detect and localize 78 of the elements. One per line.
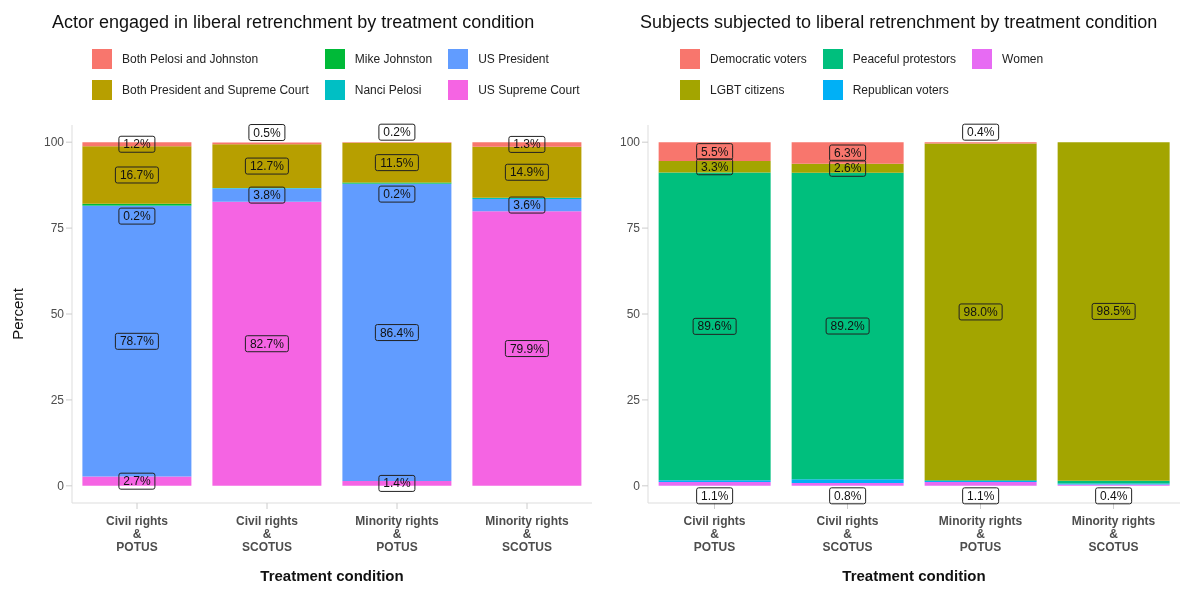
data-label: 0.2% <box>383 187 411 202</box>
bar <box>658 142 771 162</box>
data-label: 6.3% <box>833 146 862 161</box>
y-tick-label: 100 <box>43 135 65 150</box>
y-tick-label: 25 <box>50 393 65 408</box>
legend-label: Both Pelosi and Johnston <box>122 51 259 66</box>
data-label: 82.7% <box>249 336 285 351</box>
data-label: 12.7% <box>249 159 285 174</box>
data-label: 1.1% <box>700 488 729 503</box>
y-tick-label: 25 <box>626 393 641 408</box>
x-tick-label: Civil rights & POTUS <box>683 514 746 554</box>
data-label: 78.7% <box>119 334 155 349</box>
y-tick-label: 0 <box>57 479 65 494</box>
data-label: 2.6% <box>833 161 862 176</box>
bar <box>791 142 904 164</box>
y-tick-label: 75 <box>626 221 641 236</box>
y-tick-label: 50 <box>50 307 65 322</box>
bar <box>924 143 1037 481</box>
data-label: 98.5% <box>1096 304 1131 319</box>
legend-label: LGBT citizens <box>710 82 785 97</box>
bar <box>791 483 904 486</box>
data-label: 3.6% <box>513 198 541 213</box>
bar <box>791 172 904 480</box>
data-label: 86.4% <box>379 325 415 340</box>
legend-label: US Supreme Court <box>478 82 580 97</box>
data-label: 11.5% <box>380 155 414 170</box>
data-label: 0.5% <box>253 125 281 140</box>
x-tick-label: Minority rights & POTUS <box>938 514 1023 554</box>
bar <box>472 211 582 486</box>
data-label: 3.8% <box>253 188 281 203</box>
data-label: 3.3% <box>700 159 729 174</box>
x-tick-label: Minority rights & POTUS <box>355 514 439 554</box>
chart-title: Subjects subjected to liberal retrenchment by treatment condition <box>640 12 1159 33</box>
y-tick-label: 75 <box>50 221 65 236</box>
x-tick-label: Civil rights & SCOTUS <box>235 514 299 554</box>
bar <box>1057 142 1170 481</box>
chart-title: Actor engaged in liberal retrenchment by treatment condition <box>52 12 536 33</box>
legend-label: Republican voters <box>852 82 949 97</box>
legend-label: Democratic voters <box>710 51 807 66</box>
bar <box>658 172 771 481</box>
y-tick-label: 50 <box>626 307 641 322</box>
bar <box>82 206 192 477</box>
data-label: 2.7% <box>123 474 151 489</box>
data-label: 0.4% <box>1099 488 1128 503</box>
legend-label: US President <box>478 51 549 66</box>
data-label: 0.2% <box>123 209 151 224</box>
x-tick-label: Minority rights & SCOTUS <box>485 514 569 554</box>
data-label: 0.2% <box>383 125 411 140</box>
bar <box>212 201 322 486</box>
legend-label: Nanci Pelosi <box>354 82 422 97</box>
x-axis-title: Treatment condition <box>260 567 404 584</box>
legend-label: Both President and Supreme Court <box>122 82 309 97</box>
data-label: 16.7% <box>119 168 155 182</box>
bar <box>82 146 192 204</box>
y-tick-label: 100 <box>619 135 641 150</box>
data-label: 5.5% <box>700 144 729 159</box>
data-label: 89.2% <box>830 319 865 334</box>
x-tick-label: Civil rights & SCOTUS <box>816 514 879 554</box>
data-label: 98.0% <box>963 304 998 319</box>
y-axis-title: Percent <box>9 287 27 340</box>
x-tick-label: Minority rights & SCOTUS <box>1071 514 1156 554</box>
bar <box>342 142 452 183</box>
data-label: 0.8% <box>833 488 862 503</box>
bar <box>212 144 322 188</box>
data-label: 89.6% <box>697 319 732 334</box>
legend-label: Peaceful protestors <box>852 51 957 66</box>
x-axis-title: Treatment condition <box>842 567 986 584</box>
y-tick-label: 0 <box>633 479 641 494</box>
x-tick-label: Civil rights & POTUS <box>105 514 169 554</box>
data-label: 1.3% <box>513 137 541 152</box>
data-label: 0.4% <box>966 125 995 140</box>
bar <box>791 479 904 484</box>
data-label: 14.9% <box>509 165 545 180</box>
data-label: 1.1% <box>966 488 995 503</box>
bar <box>472 146 582 198</box>
legend-label: Mike Johnston <box>354 51 433 66</box>
legend-label: Women <box>1002 51 1044 66</box>
data-label: 79.9% <box>509 341 545 356</box>
